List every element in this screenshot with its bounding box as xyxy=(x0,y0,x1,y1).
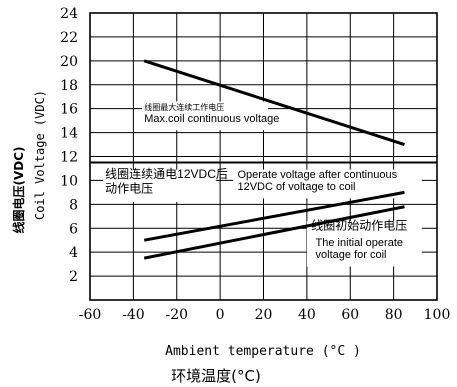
y-tick-label: 10 xyxy=(60,173,78,189)
y-tick-label: 14 xyxy=(60,126,78,142)
annotation-label: Max.coil continuous voltage xyxy=(144,113,279,125)
y-axis-label-en: Coil Voltage (VDC) xyxy=(33,90,47,220)
y-tick-label: 24 xyxy=(60,6,78,22)
x-tick-label: -60 xyxy=(79,307,102,323)
x-tick-label: 0 xyxy=(216,307,225,323)
annotation-label: voltage for coil xyxy=(316,249,387,261)
y-tick-label: 8 xyxy=(69,197,78,213)
x-tick-label: 20 xyxy=(255,307,273,323)
annotation-background xyxy=(103,169,216,202)
y-tick-label: 22 xyxy=(60,30,78,46)
x-tick-label: -20 xyxy=(165,307,188,323)
annotation-label: The initial operate xyxy=(316,237,403,249)
annotation-label: 动作电压 xyxy=(105,181,153,195)
y-tick-label: 2 xyxy=(69,269,78,285)
y-tick-label: 6 xyxy=(69,221,78,237)
series-line xyxy=(143,59,405,146)
x-tick-label: 80 xyxy=(385,307,403,323)
annotation-background xyxy=(142,101,268,131)
x-tick-label: -40 xyxy=(122,307,145,323)
x-tick-labels: -60 -40 -20 0 20 40 60 80 100 xyxy=(79,307,451,323)
y-tick-label: 4 xyxy=(69,245,78,261)
annotation-label: 线圈最大连续工作电压 xyxy=(144,102,224,112)
x-axis-label-cn: 环境温度(°C) xyxy=(171,367,261,385)
y-axis-label-cn: 线圈电压(VDC) xyxy=(11,146,26,233)
annotation-label: 12VDC of voltage to coil xyxy=(237,181,355,193)
x-tick-label: 60 xyxy=(341,307,359,323)
x-tick-label: 40 xyxy=(298,307,316,323)
plot-border xyxy=(89,12,438,301)
label-backgrounds xyxy=(103,101,422,267)
x-axis-label-en: Ambient temperature (°C ) xyxy=(165,344,361,359)
y-tick-label: 16 xyxy=(60,102,78,118)
series-line xyxy=(143,190,405,242)
annotation-label: Operate voltage after continuous xyxy=(237,169,397,181)
series-lines xyxy=(143,59,405,260)
annotation-background xyxy=(306,221,422,267)
annotation-label: 线圈连续通电12VDC后 xyxy=(105,166,228,181)
annotation-label: 线圈初始动作电压 xyxy=(311,218,407,232)
y-tick-label: 12 xyxy=(60,150,78,166)
y-tick-label: 18 xyxy=(60,78,78,94)
y-tick-label: 20 xyxy=(60,54,78,70)
x-tick-label: 100 xyxy=(424,307,451,323)
plot-frame xyxy=(89,12,438,301)
series-line xyxy=(143,205,405,260)
